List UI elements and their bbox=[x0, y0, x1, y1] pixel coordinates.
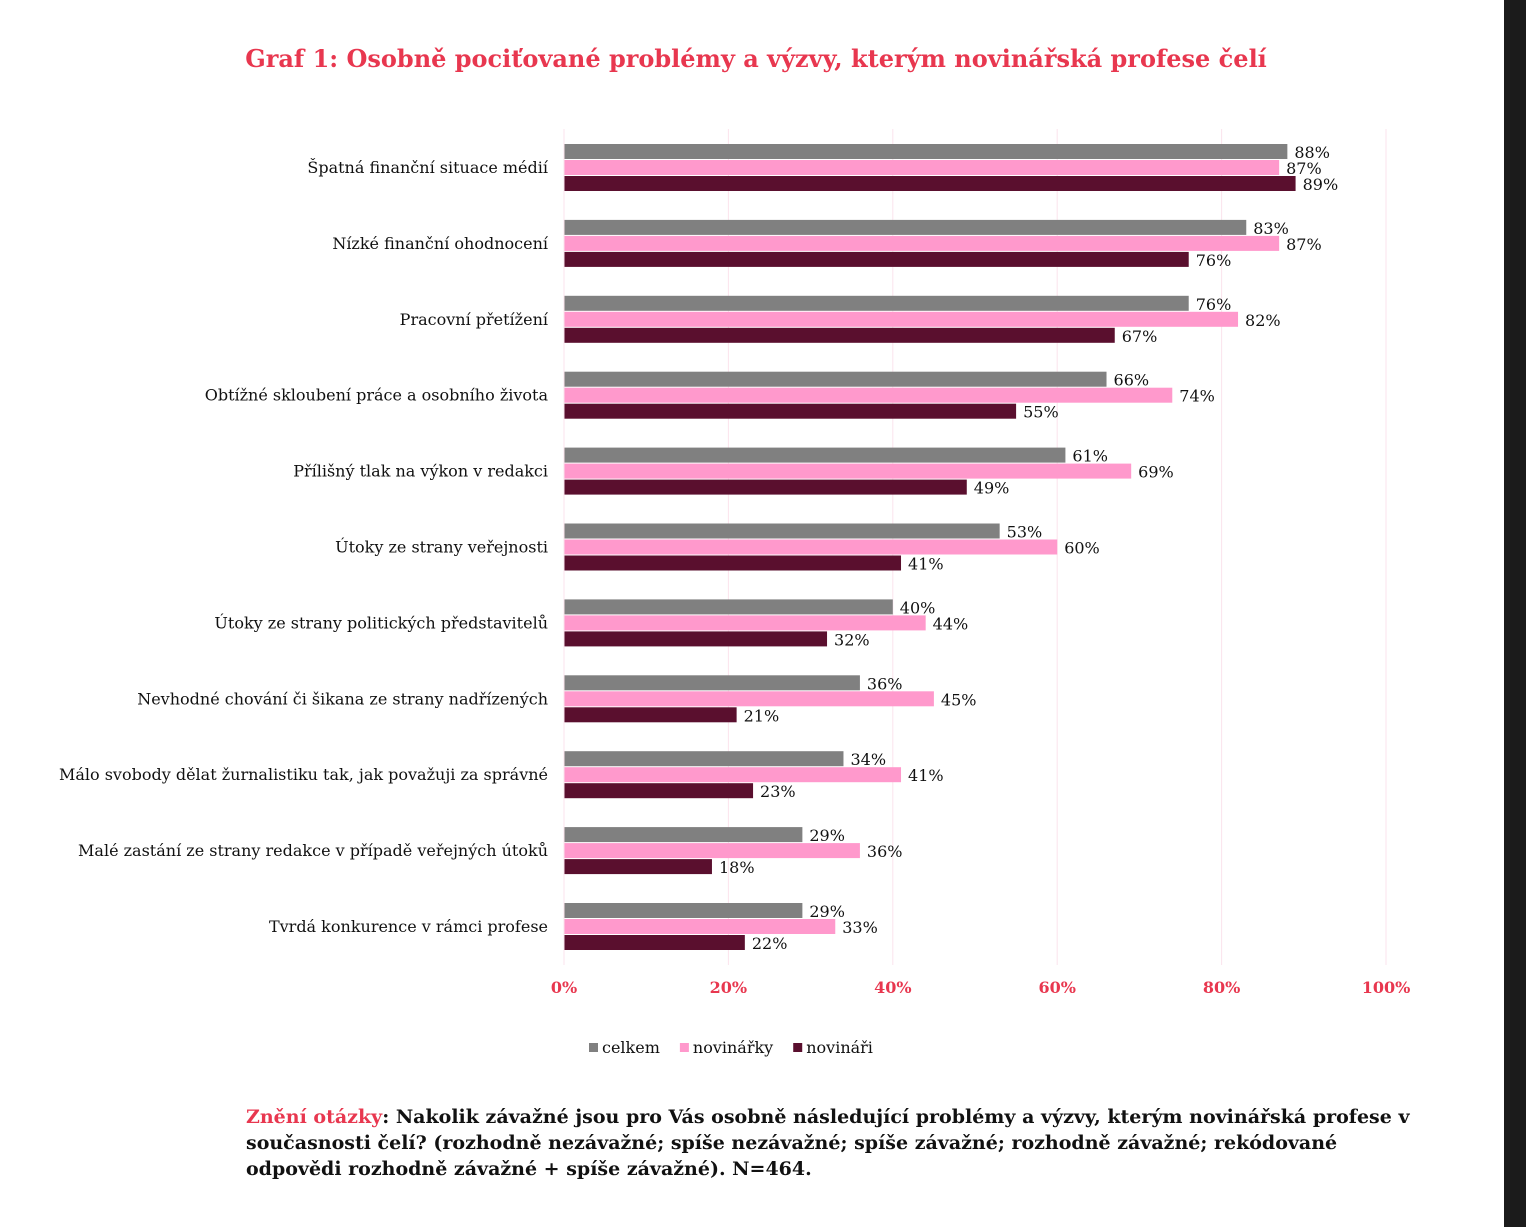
data-label: 36% bbox=[867, 842, 903, 861]
bar-novinářky bbox=[564, 311, 1239, 327]
question-note: Znění otázky: Nakolik závažné jsou pro V… bbox=[246, 1104, 1426, 1182]
data-label: 53% bbox=[1007, 523, 1043, 542]
category-label: Nízké finanční ohodnocení bbox=[332, 234, 549, 253]
bar-novinářky bbox=[564, 767, 902, 783]
data-label: 61% bbox=[1072, 447, 1108, 466]
bar-novináři bbox=[564, 479, 967, 495]
category-label: Útoky ze strany veřejnosti bbox=[335, 537, 548, 557]
data-label: 18% bbox=[719, 858, 755, 877]
bar-novinářky bbox=[564, 843, 860, 859]
x-tick-label: 60% bbox=[1038, 978, 1075, 997]
bar-novináři bbox=[564, 707, 737, 723]
legend-swatch-celkem bbox=[589, 1043, 598, 1052]
data-label: 29% bbox=[809, 902, 845, 921]
bar-novinářky bbox=[564, 615, 926, 631]
bar-celkem bbox=[564, 675, 860, 691]
category-label: Nevhodné chování či šikana ze strany nad… bbox=[137, 689, 548, 708]
data-label: 66% bbox=[1114, 371, 1150, 390]
data-label: 41% bbox=[908, 766, 944, 785]
data-label: 87% bbox=[1286, 235, 1322, 254]
legend-swatch-novináři bbox=[793, 1043, 803, 1052]
data-label: 88% bbox=[1294, 143, 1330, 162]
data-label: 40% bbox=[900, 598, 936, 617]
data-label: 55% bbox=[1023, 403, 1059, 422]
bar-novináři bbox=[564, 859, 712, 875]
data-label: 69% bbox=[1138, 463, 1174, 482]
category-label: Přílišný tlak na výkon v redakci bbox=[293, 462, 548, 481]
bar-celkem bbox=[564, 827, 803, 843]
data-label: 76% bbox=[1196, 251, 1232, 270]
x-tick-label: 40% bbox=[874, 978, 911, 997]
bar-novinářky bbox=[564, 539, 1058, 555]
bar-chart: 0% 20% 40% 60% 80% 100% Špatná finanční situac… bbox=[59, 129, 1411, 1057]
bar-novinářky bbox=[564, 463, 1132, 479]
category-label: Obtížné skloubení práce a osobního život… bbox=[205, 386, 549, 405]
legend-label: novinářky bbox=[693, 1038, 773, 1057]
x-tick-label: 80% bbox=[1203, 978, 1240, 997]
category-label: Málo svobody dělat žurnalistiku tak, jak… bbox=[59, 765, 548, 784]
data-label: 87% bbox=[1286, 159, 1322, 178]
bar-novináři bbox=[564, 935, 745, 950]
data-label: 23% bbox=[760, 782, 796, 801]
data-label: 34% bbox=[850, 750, 886, 769]
bar-novináři bbox=[564, 783, 754, 799]
bar-celkem bbox=[564, 371, 1107, 387]
category-label: Tvrdá konkurence v rámci profese bbox=[269, 917, 548, 936]
bar-celkem bbox=[564, 144, 1288, 159]
category-label: Špatná finanční situace médií bbox=[307, 157, 549, 177]
category-label: Malé zastání ze strany redakce v případě… bbox=[78, 841, 548, 860]
bar-novinářky bbox=[564, 160, 1280, 175]
bar-novináři bbox=[564, 327, 1115, 343]
data-label: 44% bbox=[933, 614, 969, 633]
data-label: 67% bbox=[1122, 327, 1158, 346]
bar-novináři bbox=[564, 251, 1189, 267]
legend-label: celkem bbox=[602, 1038, 660, 1057]
x-tick-label: 100% bbox=[1362, 978, 1411, 997]
bar-novináři bbox=[564, 176, 1296, 191]
data-label: 22% bbox=[752, 934, 788, 953]
question-text: : Nakolik závažné jsou pro Vás osobně ná… bbox=[246, 1106, 1410, 1180]
bar-celkem bbox=[564, 903, 803, 918]
data-label: 89% bbox=[1303, 175, 1339, 194]
bar-celkem bbox=[564, 751, 844, 767]
data-label: 41% bbox=[908, 555, 944, 574]
data-label: 45% bbox=[941, 690, 977, 709]
data-label: 21% bbox=[744, 706, 780, 725]
bar-novináři bbox=[564, 403, 1017, 419]
data-label: 36% bbox=[867, 674, 903, 693]
data-label: 33% bbox=[842, 918, 878, 937]
bar-novinářky bbox=[564, 235, 1280, 251]
bar-celkem bbox=[564, 447, 1066, 463]
data-label: 76% bbox=[1196, 295, 1232, 314]
data-label: 60% bbox=[1064, 539, 1100, 558]
bar-novinářky bbox=[564, 387, 1173, 403]
category-label: Pracovní přetížení bbox=[400, 310, 549, 329]
window-edge bbox=[1504, 0, 1526, 1227]
legend-swatch-novinářky bbox=[679, 1043, 689, 1052]
data-label: 82% bbox=[1245, 311, 1281, 330]
bar-celkem bbox=[564, 219, 1247, 235]
bar-celkem bbox=[564, 599, 893, 615]
bar-novinářky bbox=[564, 691, 934, 707]
data-label: 74% bbox=[1179, 387, 1215, 406]
bar-novinářky bbox=[564, 919, 836, 934]
data-label: 32% bbox=[834, 630, 870, 649]
question-label: Znění otázky bbox=[246, 1106, 383, 1128]
bar-celkem bbox=[564, 295, 1189, 311]
data-label: 29% bbox=[809, 826, 845, 845]
bar-novináři bbox=[564, 555, 902, 571]
data-label: 83% bbox=[1253, 219, 1289, 238]
category-label: Útoky ze strany politických představitel… bbox=[214, 612, 548, 632]
bar-celkem bbox=[564, 523, 1000, 539]
chart-title: Graf 1: Osobně pociťované problémy a výz… bbox=[245, 44, 1267, 73]
x-tick-label: 0% bbox=[551, 978, 577, 997]
data-label: 49% bbox=[974, 479, 1010, 498]
bar-novináři bbox=[564, 631, 828, 647]
legend-label: novináři bbox=[806, 1038, 873, 1057]
x-tick-label: 20% bbox=[710, 978, 747, 997]
